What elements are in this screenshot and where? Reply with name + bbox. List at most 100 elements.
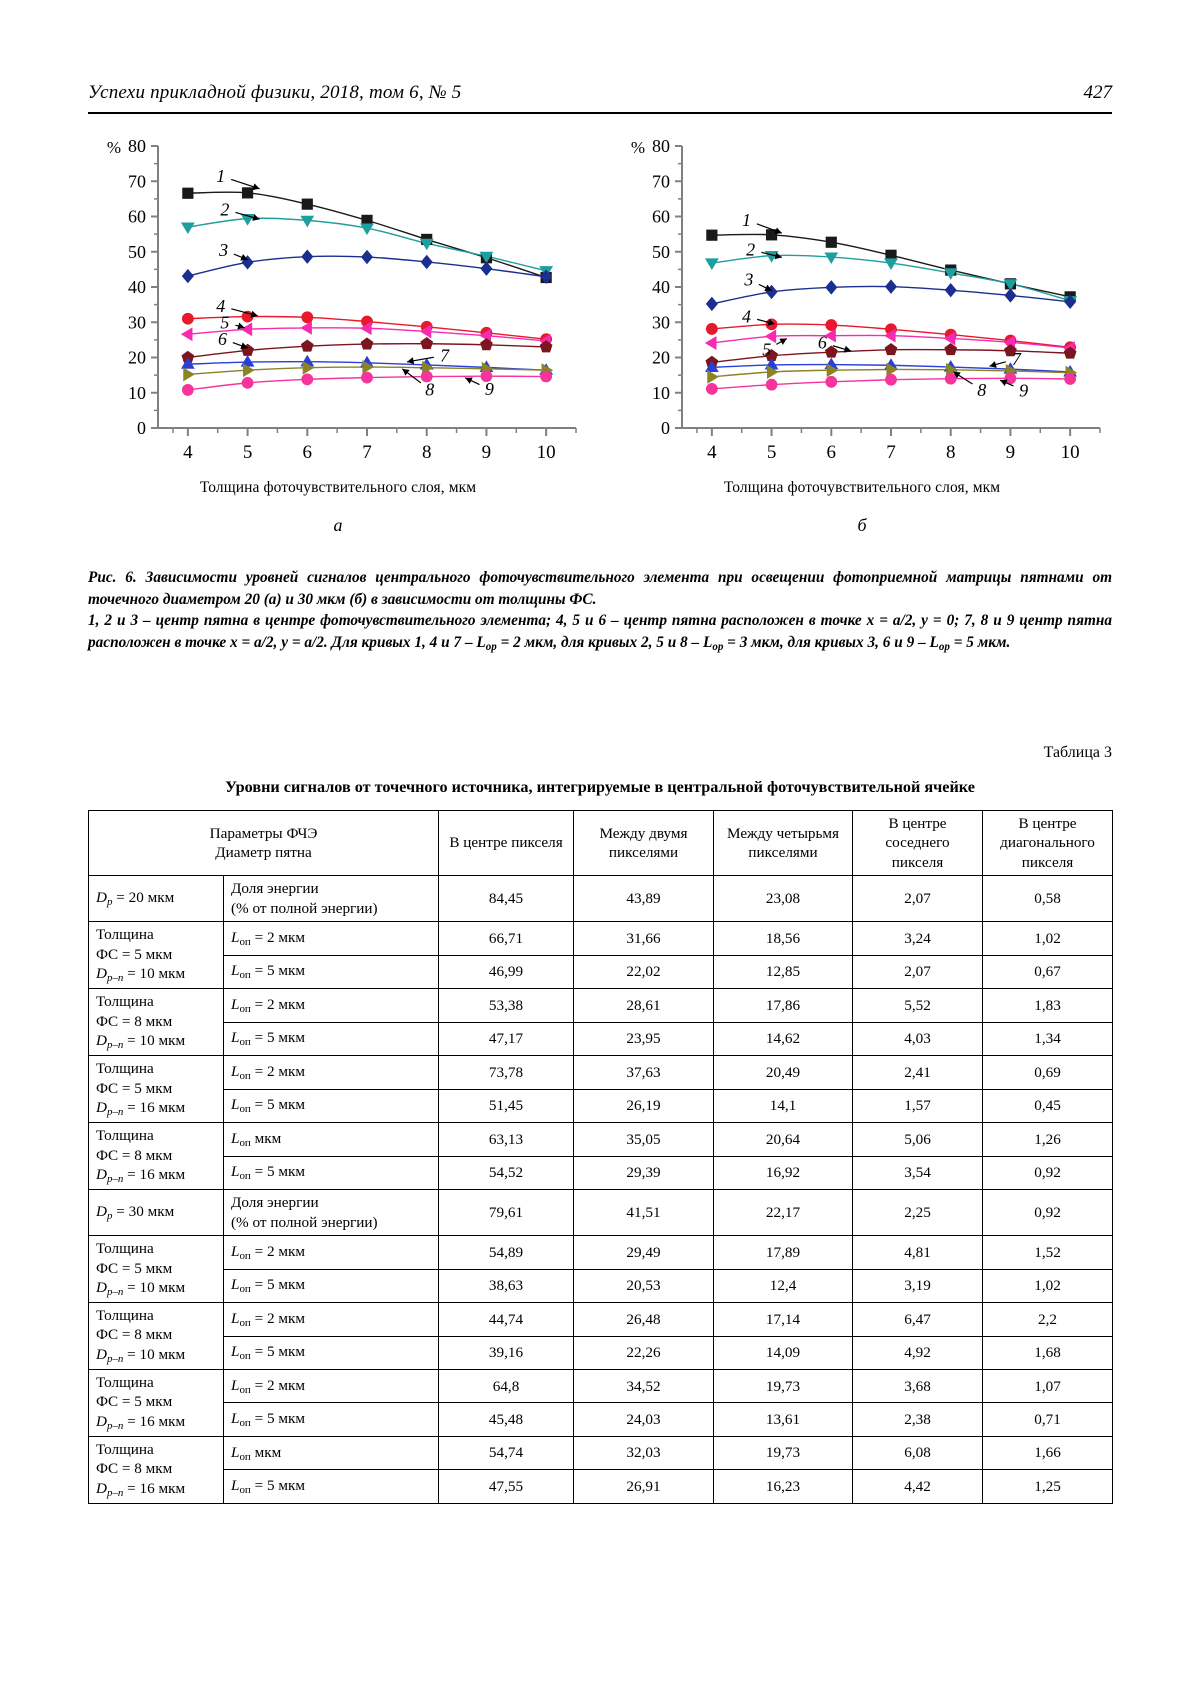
- table-cell-value: 2,25: [853, 1190, 983, 1236]
- series-marker-9: [766, 379, 777, 390]
- svg-text:6: 6: [303, 442, 313, 463]
- table-cell-value: 2,38: [853, 1403, 983, 1436]
- row-group-label-line: ФС = 5 мкм: [96, 945, 216, 964]
- table-cell-value: 2,2: [983, 1303, 1113, 1336]
- series-marker-6: [945, 344, 957, 355]
- row-group-label: ТолщинаФС = 5 мкмDp–n = 16 мкм: [89, 1056, 224, 1123]
- series-marker-4: [182, 313, 193, 324]
- table-cell-value: 54,52: [439, 1156, 574, 1189]
- table-cell-value: 4,42: [853, 1470, 983, 1503]
- table-row: Lоп = 5 мкм39,1622,2614,094,921,68: [89, 1336, 1113, 1369]
- series-marker-9: [1065, 374, 1076, 385]
- curve-leader-arrow-7: [407, 357, 414, 364]
- table-cell-value: 28,61: [574, 989, 714, 1022]
- table-cell-value: 17,14: [714, 1303, 853, 1336]
- table-cell-value: 43,89: [574, 876, 714, 922]
- table-cell-value: 6,08: [853, 1436, 983, 1469]
- table-cell-value: 73,78: [439, 1056, 574, 1089]
- row-sublabel: Lоп = 5 мкм: [224, 1022, 439, 1055]
- table-number-label: Таблица 3: [88, 744, 1112, 762]
- curve-label-1: 1: [216, 166, 225, 186]
- row-sublabel: Lоп = 5 мкм: [224, 1470, 439, 1503]
- table-cell-value: 24,03: [574, 1403, 714, 1436]
- table-cell-value: 38,63: [439, 1269, 574, 1302]
- series-marker-9: [706, 383, 717, 394]
- svg-text:4: 4: [707, 442, 717, 463]
- table-cell-value: 63,13: [439, 1123, 574, 1156]
- charts-row: 01020304050607080%45678910123456789 Толщ…: [88, 128, 1112, 536]
- row-sublabel: Lоп = 5 мкм: [224, 1336, 439, 1369]
- table-cell-value: 2,07: [853, 876, 983, 922]
- table-cell-value: 1,57: [853, 1089, 983, 1122]
- series-marker-1: [302, 199, 312, 209]
- chart-b-panel-letter: б: [612, 515, 1112, 536]
- row-sublabel: Lоп = 2 мкм: [224, 1369, 439, 1402]
- series-marker-3: [826, 281, 837, 294]
- row-group-label-line: Толщина: [96, 1440, 216, 1459]
- curve-label-8: 8: [425, 380, 434, 400]
- table-row: ТолщинаФС = 8 мкмDp–n = 10 мкмLоп = 2 мк…: [89, 1303, 1113, 1336]
- row-group-label-line: ФС = 8 мкм: [96, 1012, 216, 1031]
- svg-text:30: 30: [652, 312, 670, 332]
- row-sublabel: Lоп = 5 мкм: [224, 1089, 439, 1122]
- series-marker-3: [886, 280, 897, 293]
- caption-paragraph-1: Рис. 6. Зависимости уровней сигналов цен…: [88, 567, 1112, 610]
- row-sublabel: Lоп = 2 мкм: [224, 1236, 439, 1269]
- series-marker-9: [886, 374, 897, 385]
- series-marker-4: [706, 323, 717, 334]
- series-marker-9: [945, 373, 956, 384]
- curve-label-9: 9: [485, 379, 494, 399]
- table-cell-value: 41,51: [574, 1190, 714, 1236]
- table-cell-value: 19,73: [714, 1436, 853, 1469]
- svg-text:10: 10: [537, 442, 556, 463]
- series-marker-3: [362, 250, 373, 263]
- table-row: ТолщинаФС = 8 мкмDp–n = 16 мкмLоп мкм63,…: [89, 1123, 1113, 1156]
- curve-label-2: 2: [746, 240, 755, 260]
- curve-label-3: 3: [743, 270, 753, 290]
- row-group-label-line: Толщина: [96, 1059, 216, 1078]
- svg-text:30: 30: [128, 312, 146, 332]
- table-cell-value: 14,62: [714, 1022, 853, 1055]
- row-group-label-line: Толщина: [96, 1306, 216, 1325]
- table-cell-value: 45,48: [439, 1403, 574, 1436]
- row-sublabel: Lоп = 5 мкм: [224, 1156, 439, 1189]
- table-cell-value: 1,02: [983, 1269, 1113, 1302]
- svg-text:%: %: [631, 138, 645, 157]
- row-group-label-dpn: Dp–n = 10 мкм: [96, 1278, 216, 1299]
- table-cell-value: 44,74: [439, 1303, 574, 1336]
- series-marker-5: [182, 328, 192, 340]
- svg-text:10: 10: [652, 383, 670, 403]
- header-col-diagonal: В центре диагонального пикселя: [983, 811, 1113, 876]
- row-group-label-line: ФС = 8 мкм: [96, 1146, 216, 1165]
- table-cell-value: 2,07: [853, 955, 983, 988]
- series-marker-3: [1005, 289, 1016, 302]
- row-sublabel: Доля энергии(% от полной энергии): [224, 1190, 439, 1236]
- row-group-label-line: Толщина: [96, 1239, 216, 1258]
- curve-leader-arrow-1: [252, 183, 259, 190]
- table-cell-value: 34,52: [574, 1369, 714, 1402]
- row-group-label: ТолщинаФС = 8 мкмDp–n = 16 мкм: [89, 1123, 224, 1190]
- series-marker-3: [481, 262, 492, 275]
- header-params: Параметры ФЧЭ Диаметр пятна: [89, 811, 439, 876]
- table-cell-value: 14,09: [714, 1336, 853, 1369]
- series-marker-1: [242, 188, 252, 198]
- table-cell-value: 0,69: [983, 1056, 1113, 1089]
- series-marker-3: [302, 250, 313, 263]
- row-group-label: ТолщинаФС = 5 мкмDp–n = 10 мкм: [89, 922, 224, 989]
- row-sublabel-line: (% от полной энергии): [231, 899, 431, 918]
- row-group-label-dpn: Dp–n = 10 мкм: [96, 964, 216, 985]
- series-marker-4: [826, 320, 837, 331]
- header-col-between-four: Между четырьмя пикселями: [714, 811, 853, 876]
- chart-b-svg: 01020304050607080%45678910123456789: [612, 128, 1112, 478]
- series-marker-5: [301, 322, 311, 334]
- table-cell-value: 12,4: [714, 1269, 853, 1302]
- table-cell-value: 17,86: [714, 989, 853, 1022]
- chart-a-svg: 01020304050607080%45678910123456789: [88, 128, 588, 478]
- table-cell-value: 1,83: [983, 989, 1113, 1022]
- caption-part-b: = 2 мкм, для кривых 2, 5 и 8 – L: [497, 634, 713, 651]
- series-marker-5: [241, 323, 251, 335]
- table-row: Lоп = 5 мкм47,5526,9116,234,421,25: [89, 1470, 1113, 1503]
- header-divider: [88, 112, 1112, 114]
- table-cell-value: 26,19: [574, 1089, 714, 1122]
- row-sublabel-line: Доля энергии: [231, 879, 431, 898]
